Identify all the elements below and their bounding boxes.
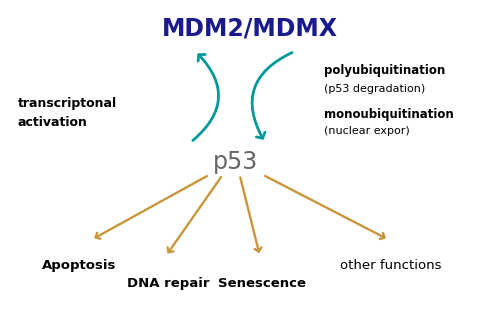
Text: polyubiquitination: polyubiquitination xyxy=(324,64,446,78)
Text: monoubiquitination: monoubiquitination xyxy=(324,108,454,121)
Text: (nuclear expor): (nuclear expor) xyxy=(324,126,410,136)
Text: transcriptonal: transcriptonal xyxy=(18,97,116,110)
Text: MDM2/MDMX: MDM2/MDMX xyxy=(162,17,338,41)
Text: activation: activation xyxy=(18,116,87,129)
Text: Senescence: Senescence xyxy=(218,277,306,290)
Text: other functions: other functions xyxy=(340,259,442,272)
Text: Apoptosis: Apoptosis xyxy=(42,259,117,272)
Text: DNA repair: DNA repair xyxy=(127,277,210,290)
Text: p53: p53 xyxy=(212,150,258,174)
Text: (p53 degradation): (p53 degradation) xyxy=(324,84,426,94)
